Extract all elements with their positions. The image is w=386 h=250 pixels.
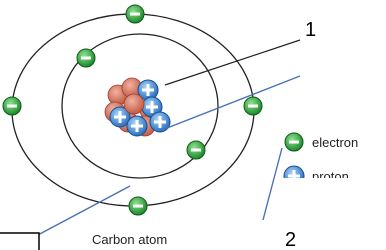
answer-box — [0, 233, 39, 250]
atom-diagram: 1 2 electron proton Carbon atom — [0, 0, 386, 250]
caption: Carbon atom — [92, 232, 167, 247]
callout-label: 1 — [305, 19, 316, 41]
callout-label: 2 — [285, 229, 296, 250]
pointer-line — [36, 186, 130, 236]
legend-icon — [284, 166, 304, 186]
legend-label: proton — [312, 169, 349, 184]
pointer-line — [263, 148, 282, 220]
legend-icon — [285, 133, 303, 151]
pointer-line — [162, 76, 300, 130]
legend-label: electron — [312, 135, 358, 150]
nucleus — [105, 78, 170, 136]
